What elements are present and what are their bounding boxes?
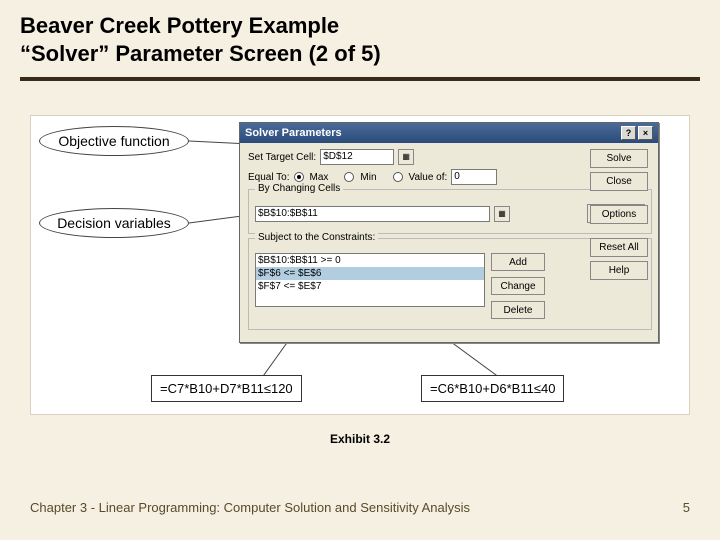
slide-title: Beaver Creek Pottery Example “Solver” Pa…	[0, 0, 720, 73]
add-button[interactable]: Add	[491, 253, 545, 271]
constraints-listbox[interactable]: $B$10:$B$11 >= 0 $F$6 <= $E$6 $F$7 <= $E…	[255, 253, 485, 307]
exhibit-caption: Exhibit 3.2	[0, 432, 720, 446]
formula-box-1: =C7*B10+D7*B11≤120	[151, 375, 302, 402]
radio-valueof[interactable]	[393, 172, 403, 182]
change-button[interactable]: Change	[491, 277, 545, 295]
ref-icon[interactable]: ▦	[398, 149, 414, 165]
formula-box-2: =C6*B10+D6*B11≤40	[421, 375, 564, 402]
solver-dialog: Solver Parameters ? × Set Target Cell: $…	[239, 122, 659, 343]
callout-objective-label: Objective function	[58, 133, 169, 149]
constraint-row[interactable]: $B$10:$B$11 >= 0	[256, 254, 484, 267]
page-number: 5	[683, 500, 690, 515]
dialog-body: Set Target Cell: $D$12 ▦ Equal To: Max M…	[240, 143, 658, 342]
help-icon[interactable]: ?	[621, 126, 636, 140]
radio-max-label: Max	[310, 172, 329, 183]
title-line-2: “Solver” Parameter Screen (2 of 5)	[20, 41, 381, 66]
radio-min-label: Min	[360, 172, 376, 183]
dialog-titlebar[interactable]: Solver Parameters ? ×	[240, 123, 658, 143]
radio-max[interactable]	[294, 172, 304, 182]
constraint-row[interactable]: $F$7 <= $E$7	[256, 280, 484, 293]
valueof-input[interactable]: 0	[451, 169, 497, 185]
slide-footer: Chapter 3 - Linear Programming: Computer…	[30, 500, 690, 515]
ref-icon[interactable]: ▦	[494, 206, 510, 222]
callout-decision: Decision variables	[39, 208, 189, 238]
help-button[interactable]: Help	[590, 261, 648, 280]
options-button[interactable]: Options	[590, 205, 648, 224]
changing-cells-input[interactable]: $B$10:$B$11	[255, 206, 490, 222]
title-underline	[20, 77, 700, 81]
title-line-1: Beaver Creek Pottery Example	[20, 13, 339, 38]
callout-objective: Objective function	[39, 126, 189, 156]
dialog-title: Solver Parameters	[245, 127, 342, 139]
delete-button[interactable]: Delete	[491, 301, 545, 319]
right-button-column: Solve Close Options Reset All Help	[590, 149, 652, 284]
target-label: Set Target Cell:	[248, 152, 316, 163]
radio-valueof-label: Value of:	[409, 172, 448, 183]
close-button[interactable]: Close	[590, 172, 648, 191]
footer-text: Chapter 3 - Linear Programming: Computer…	[30, 500, 470, 515]
close-icon[interactable]: ×	[638, 126, 653, 140]
changing-legend: By Changing Cells	[255, 183, 343, 194]
target-cell-input[interactable]: $D$12	[320, 149, 394, 165]
solve-button[interactable]: Solve	[590, 149, 648, 168]
resetall-button[interactable]: Reset All	[590, 238, 648, 257]
constraints-legend: Subject to the Constraints:	[255, 232, 378, 243]
radio-min[interactable]	[344, 172, 354, 182]
figure-canvas: Objective function Decision variables So…	[30, 115, 690, 415]
callout-decision-label: Decision variables	[57, 215, 171, 231]
constraint-row[interactable]: $F$6 <= $E$6	[256, 267, 484, 280]
equal-to-label: Equal To:	[248, 172, 290, 183]
